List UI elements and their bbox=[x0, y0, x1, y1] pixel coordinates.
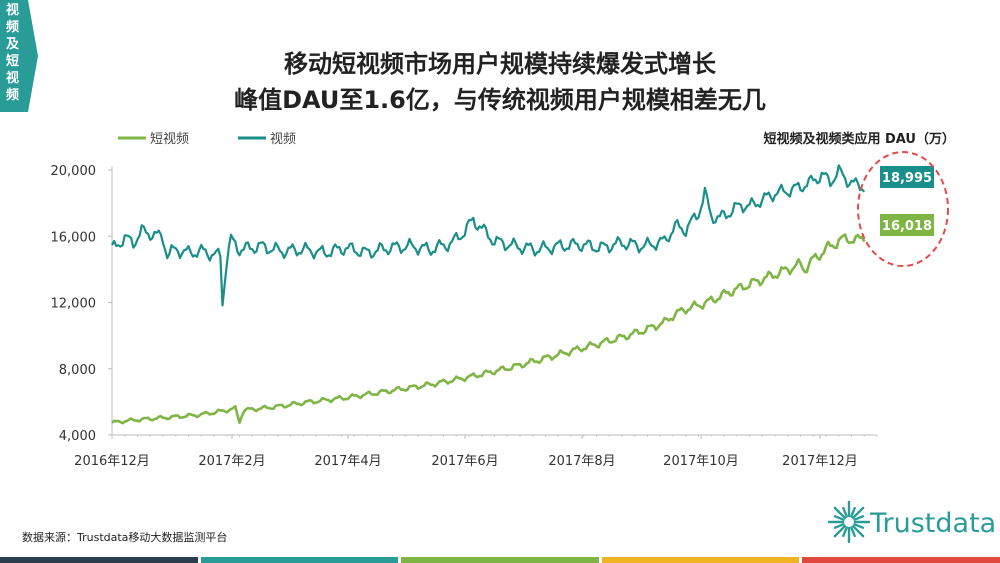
slide-title-line2: 峰值DAU至1.6亿，与传统视频用户规模相差无几 bbox=[234, 86, 766, 114]
logo-ray bbox=[833, 506, 846, 519]
logo-ray bbox=[853, 523, 865, 529]
trustdata-logo: Trustdata bbox=[826, 494, 996, 550]
footer-bar-segment bbox=[802, 557, 1000, 563]
legend-label: 短视频 bbox=[150, 132, 189, 147]
logo-ray bbox=[833, 515, 845, 521]
data-source-note: 数据来源：Trustdata移动大数据监测平台 bbox=[22, 531, 228, 544]
footer-bar-segment bbox=[0, 557, 198, 563]
section-tab-notch bbox=[28, 0, 38, 112]
y-tick-label: 20,000 bbox=[51, 164, 97, 179]
short-video-final-badge bbox=[880, 214, 934, 236]
logo-text: Trustdata bbox=[870, 508, 997, 539]
short-video-series-line bbox=[111, 233, 866, 425]
x-tick-label: 2017年10月 bbox=[663, 454, 739, 469]
x-tick-label: 2017年4月 bbox=[314, 454, 381, 469]
short-video-final-value: 16,018 bbox=[882, 219, 932, 234]
y-tick-label: 4,000 bbox=[59, 429, 96, 444]
logo-ray bbox=[850, 506, 856, 518]
section-tab: 视频及短视频 bbox=[0, 0, 38, 112]
x-tick-label: 2017年2月 bbox=[198, 454, 265, 469]
video-final-value: 18,995 bbox=[882, 171, 932, 186]
section-tab-label: 视频及短视频 bbox=[6, 3, 20, 103]
footer-bar-segment bbox=[200, 557, 399, 563]
y-tick-label: 8,000 bbox=[59, 363, 96, 378]
video-final-badge bbox=[880, 166, 934, 188]
highlight-circle bbox=[857, 151, 949, 267]
x-tick-label: 2017年8月 bbox=[548, 454, 615, 469]
logo-ray bbox=[850, 526, 856, 538]
logo-ray bbox=[842, 526, 848, 538]
footer-bar-segment bbox=[401, 557, 599, 563]
footer-color-bar bbox=[0, 557, 1000, 563]
x-tick-label: 2017年6月 bbox=[431, 454, 498, 469]
slide-title-line1: 移动短视频市场用户规模持续爆发式增长 bbox=[284, 50, 716, 78]
logo-ray bbox=[853, 515, 865, 521]
y-unit-label: 短视频及视频类应用 DAU（万） bbox=[763, 131, 955, 147]
logo-ray bbox=[852, 506, 865, 519]
starburst-logo-icon bbox=[827, 500, 871, 544]
x-tick-label: 2017年12月 bbox=[782, 454, 858, 469]
logo-ray bbox=[842, 506, 848, 518]
logo-ray bbox=[852, 525, 865, 538]
y-tick-label: 16,000 bbox=[51, 230, 97, 245]
logo-ray bbox=[833, 523, 845, 529]
y-tick-label: 12,000 bbox=[51, 297, 97, 312]
x-tick-label: 2016年12月 bbox=[74, 454, 150, 469]
logo-ray bbox=[833, 525, 846, 538]
video-series-line bbox=[111, 164, 866, 307]
footer-bar-segment bbox=[601, 557, 800, 563]
legend-label: 视频 bbox=[270, 132, 296, 147]
